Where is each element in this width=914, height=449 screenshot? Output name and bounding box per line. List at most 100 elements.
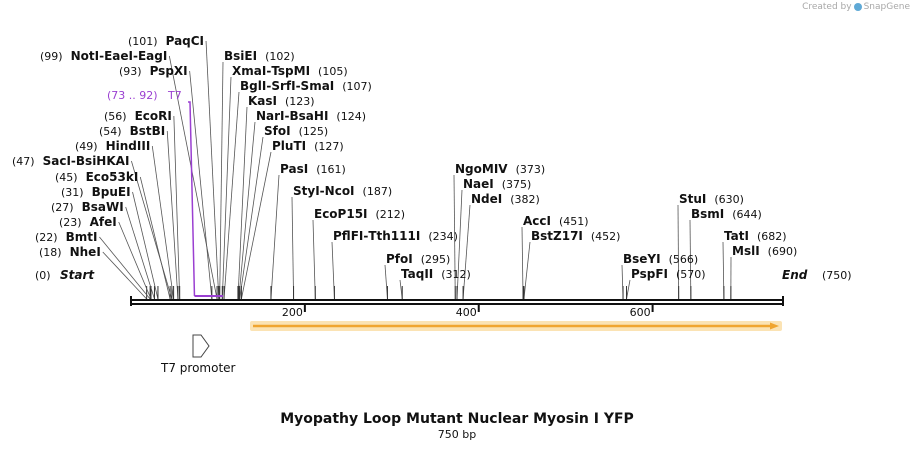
enzyme-position: (27) — [51, 201, 74, 214]
t7-feature[interactable]: (73 .. 92) T7 — [107, 89, 223, 297]
enzyme-position: (107) — [342, 80, 372, 93]
enzyme-site-afei[interactable]: (23) AfeI — [59, 215, 117, 229]
enzyme-name: Tth111I — [368, 229, 420, 243]
enzyme-position: (682) — [757, 230, 787, 243]
enzyme-site-pasi[interactable]: PasI (161) — [280, 162, 346, 176]
enzyme-leader-line — [99, 236, 151, 300]
enzyme-leader-line — [453, 174, 456, 300]
enzyme-site-ecori[interactable]: (56) EcoRI — [104, 109, 172, 123]
enzyme-name: PfoI — [386, 252, 413, 266]
enzyme-site-styi[interactable]: StyI - NcoI (187) — [293, 184, 392, 198]
enzyme-site-eco53ki[interactable]: (45) Eco53kI — [55, 170, 138, 184]
enzyme-position: (125) — [299, 125, 329, 138]
enzyme-site-ecop15i[interactable]: EcoP15I (212) — [314, 207, 405, 221]
enzyme-name: MslI — [732, 244, 760, 258]
ruler-ticks: 200 400 600 — [282, 305, 654, 319]
enzyme-leader-line — [189, 70, 213, 300]
enzyme-site-nhei[interactable]: (18) NheI — [39, 245, 101, 259]
enzyme-site-bsawi[interactable]: (27) BsaWI — [51, 200, 124, 214]
enzyme-leader-line — [223, 91, 240, 300]
enzyme-site-pspfi[interactable]: PspFI (570) — [631, 267, 706, 281]
enzyme-name: NdeI — [471, 192, 502, 206]
credit-text: Created by — [802, 2, 852, 12]
enzyme-name: NgoMIV — [455, 162, 508, 176]
enzyme-position: (375) — [502, 178, 532, 191]
enzyme-position: (644) — [732, 208, 762, 221]
enzyme-site-bpuei[interactable]: (31) BpuEI — [61, 185, 131, 199]
enzyme-site-paqci[interactable]: (101) PaqCI — [128, 34, 204, 48]
enzyme-separator: - — [71, 154, 76, 168]
orf-arrow[interactable] — [250, 321, 782, 331]
enzyme-site-tati[interactable]: TatI (682) — [724, 229, 787, 243]
enzyme-leader-line — [168, 55, 218, 300]
enzyme-separator: - — [296, 79, 301, 93]
enzyme-site-pflfi[interactable]: PflFI - Tth111I (234) — [333, 229, 458, 243]
enzyme-site-kasi[interactable]: KasI (123) — [248, 94, 315, 108]
enzyme-position: (123) — [285, 95, 315, 108]
enzyme-position: (161) — [316, 163, 346, 176]
enzyme-position: (234) — [428, 230, 458, 243]
enzyme-name: EcoP15I — [314, 207, 368, 221]
enzyme-site-msli[interactable]: MslI (690) — [732, 244, 797, 258]
enzyme-site-bmti[interactable]: (22) BmtI — [35, 230, 97, 244]
enzyme-name: NcoI — [325, 184, 355, 198]
map-title: Myopathy Loop Mutant Nuclear Myosin I YF… — [280, 411, 634, 427]
enzyme-site-bstz17i[interactable]: BstZ17I (452) — [531, 229, 620, 243]
enzyme-site-noti[interactable]: (99) NotI - EaeI - EagI — [40, 49, 167, 63]
enzyme-position: (452) — [591, 230, 621, 243]
enzyme-separator: - — [363, 229, 368, 243]
enzyme-site-bstbi[interactable]: (54) BstBI — [99, 124, 165, 138]
enzyme-site-bsmi[interactable]: BsmI (644) — [691, 207, 762, 221]
enzyme-leader-line — [241, 151, 272, 300]
enzyme-leader-line — [239, 136, 264, 300]
enzyme-site-nari[interactable]: NarI - BsaHI (124) — [256, 109, 366, 123]
enzyme-leader-line — [677, 204, 680, 300]
enzyme-position: (124) — [336, 110, 366, 123]
enzyme-name: AfeI — [90, 215, 117, 229]
enzyme-site-saci[interactable]: (47) SacI - BsiHKAI — [12, 154, 129, 168]
ruler-tick-label: 400 — [456, 306, 477, 319]
enzyme-leader-line — [237, 106, 248, 300]
enzyme-position: (102) — [265, 50, 295, 63]
map-subtitle: 750 bp — [438, 428, 476, 441]
enzyme-site-sfoi[interactable]: SfoI (125) — [264, 124, 328, 138]
enzyme-name: Eco53kI — [86, 170, 139, 184]
enzyme-leader-line — [102, 251, 147, 300]
enzyme-site-ngomiv[interactable]: NgoMIV (373) — [455, 162, 545, 176]
enzyme-name: EcoRI — [135, 109, 172, 123]
promoter-arrow-icon — [192, 334, 210, 358]
enzyme-site-taqii[interactable]: TaqII (312) — [401, 267, 471, 281]
enzyme-site-stui[interactable]: StuI (630) — [679, 192, 744, 206]
enzyme-name: AccI — [523, 214, 551, 228]
enzyme-leader-line — [456, 189, 463, 300]
enzyme-leader-line — [689, 219, 692, 300]
enzyme-name: XmaI — [232, 64, 266, 78]
enzyme-name: PasI — [280, 162, 308, 176]
enzyme-leader-line — [626, 279, 631, 300]
enzyme-site-pluti[interactable]: PluTI (127) — [272, 139, 344, 153]
enzyme-position: (23) — [59, 216, 82, 229]
enzyme-separator: - — [99, 49, 104, 63]
enzyme-site-bsiei[interactable]: BsiEI (102) — [224, 49, 295, 63]
enzyme-name: TaqII — [401, 267, 433, 281]
enzyme-position: (630) — [714, 193, 744, 206]
enzyme-name: BstBI — [130, 124, 166, 138]
enzyme-name: NheI — [70, 245, 101, 259]
enzyme-site-xmai[interactable]: XmaI - TspMI (105) — [232, 64, 348, 78]
enzyme-position: (31) — [61, 186, 84, 199]
enzyme-site-bseyi[interactable]: BseYI (566) — [623, 252, 698, 266]
t7-promoter-legend[interactable]: T7 promoter — [160, 334, 236, 375]
enzyme-position: (93) — [119, 65, 142, 78]
enzyme-site-ndei[interactable]: NdeI (382) — [471, 192, 540, 206]
enzyme-site-acci[interactable]: AccI (451) — [523, 214, 589, 228]
enzyme-site-bgli[interactable]: BglI - SrfI - SmaI (107) — [240, 79, 372, 93]
enzyme-site-hindiii[interactable]: (49) HindIII — [75, 139, 150, 153]
t7-feature-leader — [188, 101, 196, 297]
enzyme-separator: - — [133, 49, 138, 63]
enzyme-site-pfoi[interactable]: PfoI (295) — [386, 252, 450, 266]
enzyme-position: (56) — [104, 110, 127, 123]
enzyme-site-pspxi[interactable]: (93) PspXI — [119, 64, 188, 78]
enzyme-name: StuI — [679, 192, 706, 206]
enzyme-name: BglI — [240, 79, 266, 93]
enzyme-site-naei[interactable]: NaeI (375) — [463, 177, 531, 191]
